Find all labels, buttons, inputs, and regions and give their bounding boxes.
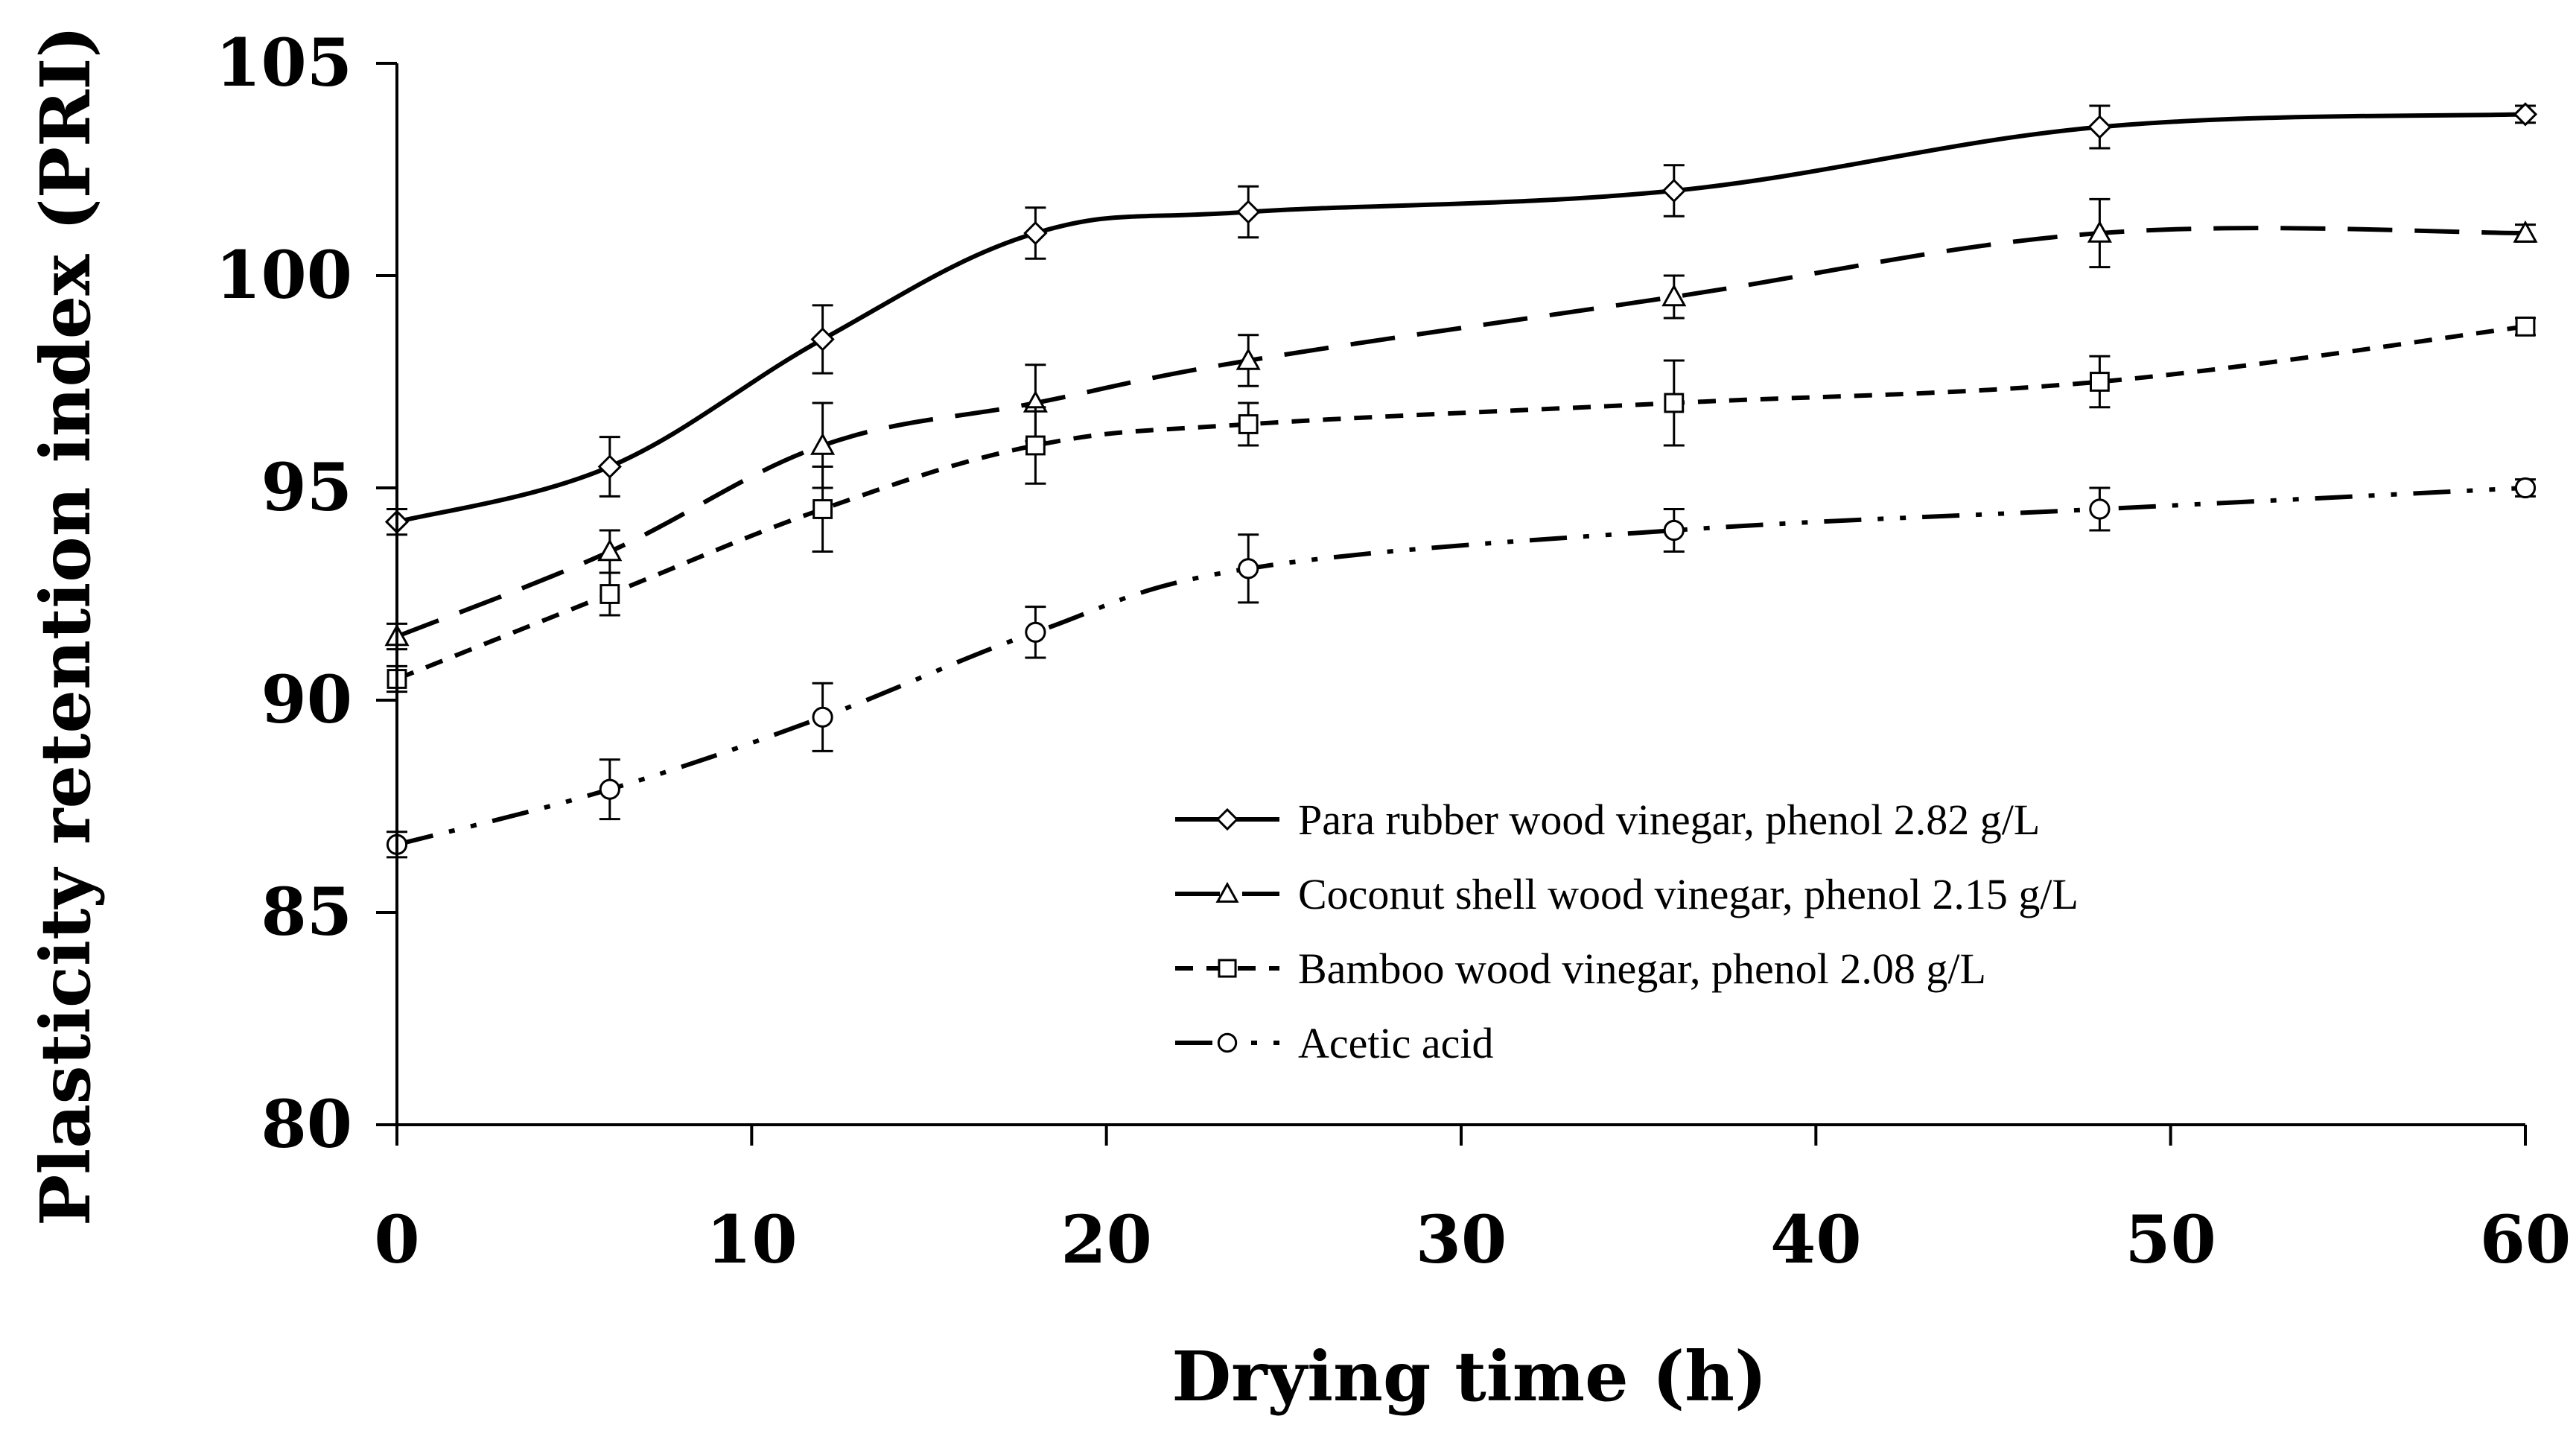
data-point [810,327,835,352]
legend-label: Coconut shell wood vinegar, phenol 2.15 … [1298,870,2079,918]
data-point [812,706,833,728]
data-point [2515,317,2536,337]
data-point [2514,477,2537,499]
data-point [2090,372,2110,392]
data-point [597,454,622,479]
data-point [599,778,620,800]
x-tick-label: 20 [1060,1201,1151,1278]
x-tick-label: 10 [706,1201,797,1278]
data-point [2089,498,2111,520]
x-tick-label: 50 [2125,1201,2216,1278]
y-tick-label: 105 [215,24,352,101]
data-point [1025,435,1046,456]
x-axis-title: Drying time (h) [1171,1336,1766,1417]
legend-item: Bamboo wood vinegar, phenol 2.08 g/L [1175,944,1986,993]
data-point [1664,393,1685,413]
y-tick-label: 100 [215,236,352,314]
data-point [1661,178,1686,203]
data-point [810,432,836,455]
legend-item: Acetic acid [1175,1019,1493,1067]
data-point [1023,220,1048,246]
legend-item: Para rubber wood vinegar, phenol 2.82 g/… [1175,796,2040,844]
series-layer [384,102,2538,859]
data-point [2513,220,2538,243]
legend-marker [1215,881,1239,903]
x-tick-label: 40 [1770,1201,1861,1278]
y-tick-label: 85 [261,873,352,950]
series-line [396,486,2526,847]
data-point [1235,347,1261,370]
data-point [1663,519,1685,542]
legend-marker [1215,807,1239,831]
legend-label: Para rubber wood vinegar, phenol 2.82 g/… [1298,796,2040,844]
series-line [395,324,2526,682]
series-group [384,102,2538,536]
data-point [600,584,620,604]
y-tick-label: 80 [261,1085,352,1163]
series-line [395,226,2526,639]
data-point [1238,414,1259,434]
data-point [2087,115,2112,139]
x-tick-label: 30 [1416,1201,1507,1278]
data-point [2087,220,2112,243]
ticks-layer: 80 85 90 95 100 105 0 10 20 30 40 50 60 [215,24,2571,1278]
legend-item: Coconut shell wood vinegar, phenol 2.15 … [1175,870,2079,918]
legend-label: Bamboo wood vinegar, phenol 2.08 g/L [1298,944,1986,993]
data-point [1236,200,1261,224]
series-group [387,317,2536,693]
series-group [384,197,2538,651]
data-point [597,539,623,562]
legend: Para rubber wood vinegar, phenol 2.82 g/… [1175,796,2079,1067]
data-point [2513,102,2538,127]
legend-marker [1218,959,1237,978]
y-axis-title: Plasticity retention index (PRI) [25,25,106,1226]
data-point [1661,284,1687,307]
legend-label: Acetic acid [1298,1019,1493,1067]
x-tick-label: 0 [374,1201,419,1278]
data-point [1238,558,1259,580]
data-point [812,499,833,519]
legend-marker [1217,1032,1238,1053]
data-point [1025,621,1046,643]
x-tick-label: 60 [2480,1201,2571,1278]
y-tick-label: 90 [261,661,352,738]
y-tick-label: 95 [261,448,352,526]
series-line [396,112,2526,524]
